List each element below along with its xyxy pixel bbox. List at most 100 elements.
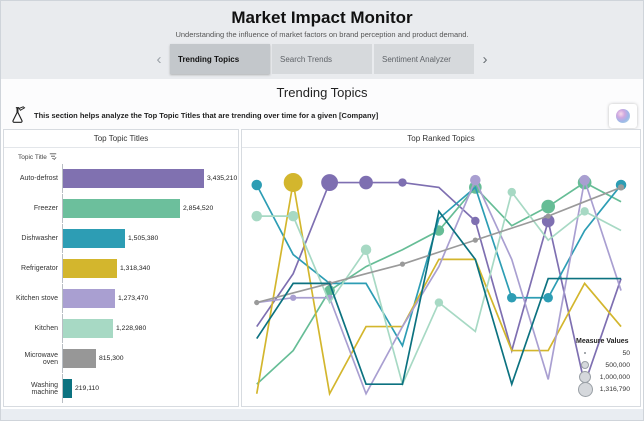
data-point-kitchen[interactable] [507,187,516,197]
legend-row: 1,000,000 [576,371,630,384]
bar-axis-label: Topic Title [18,153,47,161]
section-note: This section helps analyze the Top Topic… [34,110,379,120]
data-point-kitchen[interactable] [434,298,444,307]
bar-value-label: 219,110 [75,385,100,393]
data-point-kitchen-stove[interactable] [470,174,481,186]
line-chart: Measure Values 50 500,000 1,000,000 1,316,7… [242,148,640,415]
bar-row: Microwave oven 815,300 [8,344,234,374]
bar-track: 1,318,340 [62,253,234,283]
bar-value-label: 2,854,520 [183,204,214,212]
bar-row: Auto-defrost 3,435,210 [8,163,238,193]
data-point-microwave-oven[interactable] [254,299,260,306]
series-line-washing-machine[interactable] [256,209,622,387]
data-point-kitchen[interactable] [287,210,299,222]
bar-value-label: 1,318,340 [120,264,151,272]
bar-microwave-oven[interactable] [63,349,96,369]
section-heading: Trending Topics [1,79,643,103]
bar-refrigerator[interactable] [63,258,117,278]
data-point-auto-defrost[interactable] [398,178,407,187]
charts-row: Top Topic Titles Topic Title Auto-defros… [1,129,643,407]
data-point-microwave-oven[interactable] [545,213,551,219]
data-point-kitchen[interactable] [251,210,263,222]
bar-value-label: 1,273,470 [118,295,149,303]
bar-category-label: Dishwasher [21,234,58,242]
bar-kitchen-stove[interactable] [63,289,115,309]
bar-chart: Topic Title Auto-defrost 3,435,210 Freezer… [4,148,238,406]
line-chart-svg [251,173,627,397]
line-chart-title: Top Ranked Topics [242,130,640,148]
logo-sphere-icon [616,109,630,123]
bar-value-label: 815,300 [99,355,124,363]
bar-auto-defrost[interactable] [63,168,204,188]
legend-value-label: 1,000,000 [599,373,630,381]
data-point-refrigerator[interactable] [283,173,303,193]
legend-value-label: 50 [622,349,630,357]
bar-category-label: Kitchen stove [15,295,58,303]
data-point-dishwasher[interactable] [251,179,263,191]
bar-chart-title: Top Topic Titles [4,130,238,148]
top-topic-titles-panel: Top Topic Titles Topic Title Auto-defros… [3,129,239,407]
data-point-microwave-oven[interactable] [399,261,406,267]
bar-row: Refrigerator 1,318,340 [8,253,234,283]
size-legend-title: Measure Values [576,338,629,346]
legend-bubble-icon [576,381,594,397]
legend-row: 50 [576,347,630,359]
bar-row: Kitchen stove 1,273,470 [8,284,234,314]
legend-row: 1,316,790 [576,381,630,397]
data-point-microwave-oven[interactable] [472,237,478,243]
data-point-kitchen-stove[interactable] [290,294,297,301]
data-point-auto-defrost[interactable] [321,174,339,191]
size-legend-rows: 50 500,000 1,000,000 1,316,790 [576,347,630,397]
bar-category-label: Auto-defrost [19,174,58,182]
legend-row: 500,000 [576,359,630,371]
data-point-kitchen[interactable] [580,207,589,216]
bar-dishwasher[interactable] [63,228,125,248]
filter-icon[interactable] [49,153,57,161]
tab-sentiment-analyzer[interactable]: Sentiment Analyzer [374,44,474,74]
chevron-left-icon[interactable]: ‹ [156,50,162,68]
bar-track: 1,273,470 [62,284,234,314]
data-point-auto-defrost[interactable] [359,175,373,190]
bar-track: 815,300 [62,344,234,374]
bar-value-label: 1,228,980 [116,325,147,333]
brand-logo [609,104,637,128]
data-point-kitchen[interactable] [360,244,372,255]
top-ranked-topics-panel: Top Ranked Topics Measure Values 50 500,0… [241,129,641,407]
bar-row: Dishwasher 1,505,380 [8,223,234,253]
data-point-microwave-oven[interactable] [617,184,625,191]
bar-row: Kitchen 1,228,980 [8,314,234,344]
data-point-kitchen-stove[interactable] [579,174,590,186]
bar-freezer[interactable] [63,198,180,218]
bar-track: 3,435,210 [62,163,238,193]
bar-washing-machine[interactable] [63,379,72,399]
bar-row: Washing machine 219,110 [8,374,234,404]
chevron-right-icon[interactable]: › [482,50,488,68]
tab-trending-topics[interactable]: Trending Topics [170,44,270,74]
series-line-refrigerator[interactable] [255,182,622,397]
flask-icon [12,106,26,123]
bar-track: 219,110 [62,374,234,404]
data-point-auto-defrost[interactable] [471,216,480,226]
data-point-freezer[interactable] [541,199,556,214]
tab-search-trends[interactable]: Search Trends [272,44,372,74]
legend-bubble-icon [576,352,594,355]
bar-kitchen[interactable] [63,319,113,339]
section-note-row: This section helps analyze the Top Topic… [1,103,643,129]
bar-category-label: Refrigerator [21,264,58,272]
data-point-dishwasher[interactable] [543,292,553,303]
data-point-freezer[interactable] [324,285,335,296]
tab-bar: ‹ Trending Topics Search Trends Sentimen… [1,39,643,79]
page-subtitle: Understanding the influence of market fa… [175,30,469,39]
series-line-kitchen-stove[interactable] [256,178,622,396]
data-point-dishwasher[interactable] [507,292,517,303]
header-band: Market Impact Monitor Understanding the … [1,1,643,79]
bar-track: 1,505,380 [62,223,234,253]
bar-track: 2,854,520 [62,193,234,223]
legend-value-label: 500,000 [605,361,630,369]
bar-category-label: Kitchen [34,325,58,333]
bar-rows: Auto-defrost 3,435,210 Freezer 2,854,520 Dis… [8,163,238,404]
legend-bubble-icon [576,361,594,370]
page-title: Market Impact Monitor [231,8,413,27]
series-line-microwave-oven[interactable] [256,186,622,304]
bar-value-label: 3,435,210 [207,174,238,182]
